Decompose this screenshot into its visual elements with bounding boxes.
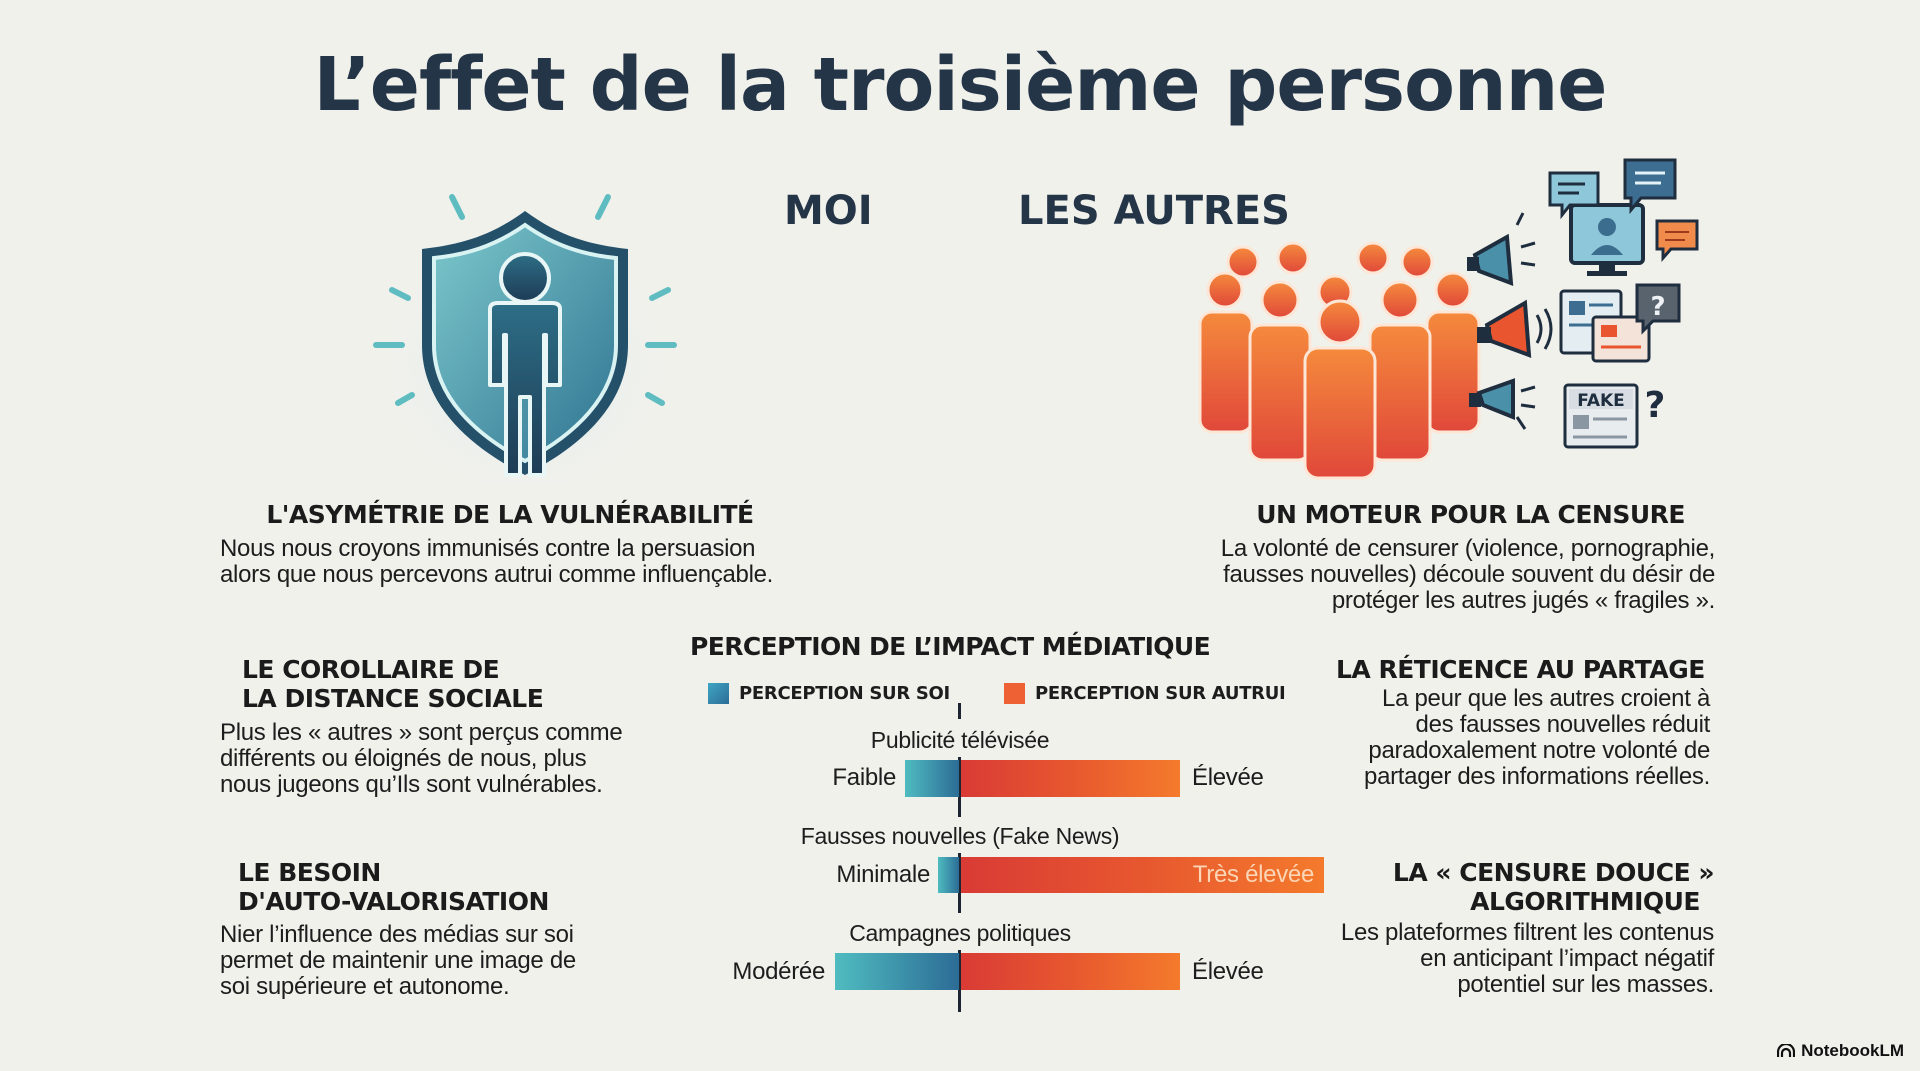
text-line: partager des informations réelles. bbox=[1364, 763, 1710, 790]
news-article-icon bbox=[1559, 289, 1651, 363]
text-line: des fausses nouvelles réduit bbox=[1415, 711, 1711, 738]
category-label: Fausses nouvelles (Fake News) bbox=[800, 823, 1120, 849]
category-label: Publicité télévisée bbox=[870, 727, 1050, 753]
chart-axis bbox=[958, 950, 961, 1012]
text-line: protéger les autres jugés « fragiles ». bbox=[1331, 587, 1715, 614]
text-line: différents ou éloignés de nous, plus bbox=[220, 745, 587, 772]
text-line: nous jugeons qu’Ils sont vulnérables. bbox=[220, 771, 603, 798]
text-line: permet de maintenir une image de bbox=[220, 947, 576, 974]
self-value-label: Minimale bbox=[836, 861, 930, 888]
heading-line: LA DISTANCE SOCIALE bbox=[242, 684, 544, 713]
crowd-icon bbox=[1195, 240, 1485, 480]
censorship-engine-heading: UN MOTEUR POUR LA CENSURE bbox=[1256, 500, 1685, 529]
question-bubble-icon: ? bbox=[1635, 283, 1681, 335]
text-line: fausses nouvelles) découle souvent du dé… bbox=[1223, 561, 1715, 588]
social-distance-text: Plus les « autres » sont perçus comme di… bbox=[220, 720, 650, 798]
sharing-reluctance-text: La peur que les autres croient à des fau… bbox=[1290, 686, 1710, 790]
shield-person-icon bbox=[360, 185, 690, 490]
svg-text:?: ? bbox=[1645, 385, 1666, 426]
megaphone-icon bbox=[1469, 378, 1536, 430]
bar-others bbox=[961, 857, 1324, 893]
fake-news-icon: FAKE ? bbox=[1563, 383, 1666, 449]
text-line: soi supérieure et autonome. bbox=[220, 973, 510, 1000]
text-line: La peur que les autres croient à bbox=[1382, 685, 1710, 712]
asymmetry-text: Nous nous croyons immunisés contre la pe… bbox=[220, 536, 820, 588]
soft-censorship-text: Les plateformes filtrent les contenus en… bbox=[1260, 920, 1714, 998]
legend-swatch-self bbox=[708, 683, 729, 704]
bar-others bbox=[961, 760, 1180, 797]
social-distance-heading: LE COROLLAIRE DE LA DISTANCE SOCIALE bbox=[242, 655, 662, 713]
text-line: potentiel sur les masses. bbox=[1457, 971, 1714, 998]
text-line: alors que nous percevons autrui comme in… bbox=[220, 561, 774, 588]
text-line: en anticipant l’impact négatif bbox=[1420, 945, 1714, 972]
legend-label-self: PERCEPTION SUR SOI bbox=[739, 683, 950, 704]
soft-censorship-heading: LA « CENSURE DOUCE » ALGORITHMIQUE bbox=[1300, 858, 1715, 916]
others-value-label: Élevée bbox=[1192, 958, 1264, 985]
text-line: Les plateformes filtrent les contenus bbox=[1340, 919, 1714, 946]
bar-others bbox=[961, 953, 1180, 990]
notebooklm-logo-icon bbox=[1777, 1044, 1796, 1057]
text-line: La volonté de censurer (violence, pornog… bbox=[1220, 535, 1716, 562]
text-line: Nous nous croyons immunisés contre la pe… bbox=[220, 535, 756, 562]
category-label: Campagnes politiques bbox=[849, 920, 1071, 946]
self-value-label: Faible bbox=[832, 764, 896, 791]
censorship-engine-text: La volonté de censurer (violence, pornog… bbox=[1150, 535, 1716, 614]
chart-legend: PERCEPTION SUR SOI PERCEPTION SUR AUTRUI bbox=[708, 683, 1286, 704]
others-value-label: Élevée bbox=[1192, 764, 1264, 791]
chart-axis bbox=[958, 703, 961, 719]
megaphone-icon bbox=[1467, 212, 1536, 286]
heading-line: LE COROLLAIRE DE bbox=[242, 655, 500, 684]
media-icons-cluster: ? FAKE ? bbox=[1465, 155, 1735, 460]
page-title: L’effet de la troisième personne bbox=[313, 42, 1608, 128]
sharing-reluctance-heading: LA RÉTICENCE AU PARTAGE bbox=[1336, 655, 1705, 684]
column-label-me: MOI bbox=[784, 188, 873, 234]
chart-title: PERCEPTION DE L’IMPACT MÉDIATIQUE bbox=[690, 632, 1211, 661]
chat-bubbles-icon bbox=[1548, 158, 1699, 262]
legend-swatch-others bbox=[1003, 683, 1025, 704]
monitor-person-icon bbox=[1569, 203, 1645, 276]
svg-text:?: ? bbox=[1650, 292, 1665, 322]
text-line: paradoxalement notre volonté de bbox=[1368, 737, 1710, 764]
heading-line: LE BESOIN bbox=[238, 858, 381, 887]
self-value-label: Modérée bbox=[732, 958, 825, 985]
bar-self bbox=[938, 857, 959, 893]
text-line: Nier l’influence des médias sur soi bbox=[220, 921, 574, 948]
brand-label: NotebookLM bbox=[1801, 1041, 1904, 1060]
heading-line: D'AUTO-VALORISATION bbox=[238, 887, 549, 916]
text-line: Plus les « autres » sont perçus comme bbox=[220, 719, 623, 746]
heading-line: LA « CENSURE DOUCE » bbox=[1392, 858, 1715, 887]
legend-label-others: PERCEPTION SUR AUTRUI bbox=[1034, 683, 1286, 704]
others-value-label: Très élevée bbox=[1192, 861, 1315, 888]
chart-axis bbox=[958, 757, 961, 817]
svg-text:FAKE: FAKE bbox=[1577, 391, 1625, 411]
bar-self bbox=[835, 953, 959, 990]
column-label-others: LES AUTRES bbox=[1018, 188, 1290, 234]
asymmetry-heading: L'ASYMÉTRIE DE LA VULNÉRABILITÉ bbox=[266, 500, 754, 529]
heading-line: ALGORITHMIQUE bbox=[1470, 887, 1700, 916]
bar-self bbox=[905, 760, 959, 797]
brand-watermark: NotebookLM bbox=[1777, 1041, 1904, 1061]
chart-axis bbox=[958, 853, 961, 913]
self-enhancement-text: Nier l’influence des médias sur soi perm… bbox=[220, 922, 640, 1000]
self-enhancement-heading: LE BESOIN D'AUTO-VALORISATION bbox=[238, 858, 658, 916]
megaphone-icon bbox=[1477, 299, 1553, 358]
